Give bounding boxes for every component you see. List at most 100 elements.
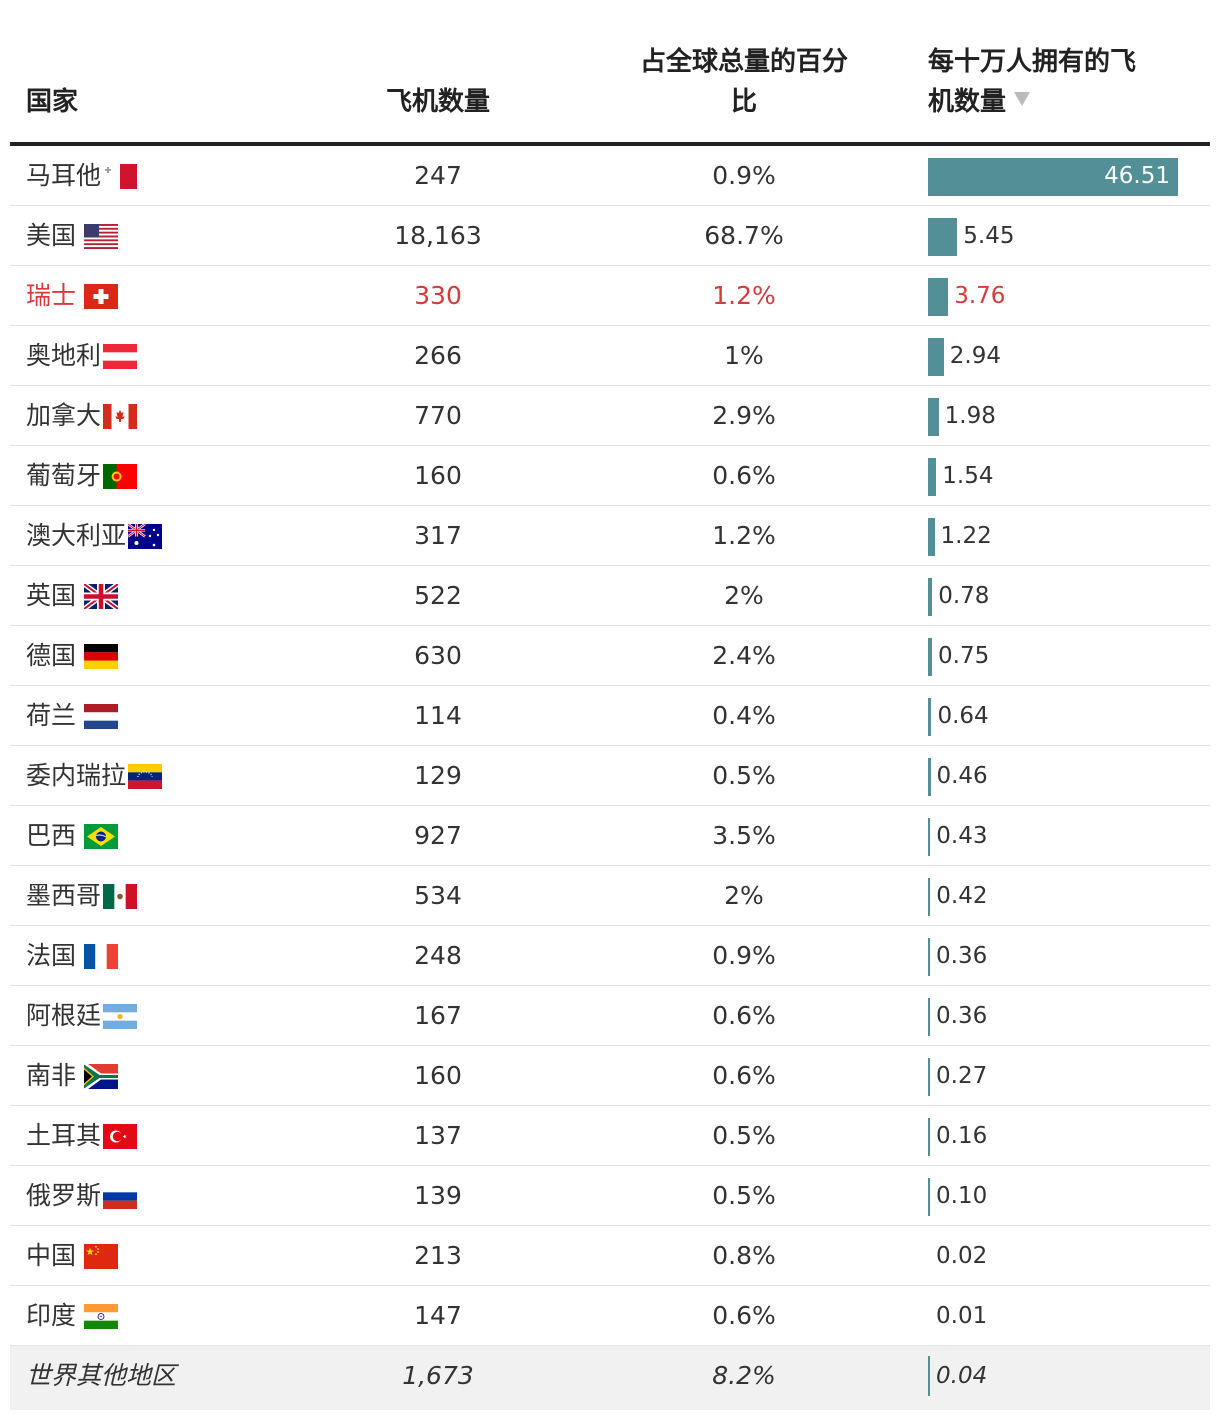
country-name: 中国 (26, 1241, 77, 1270)
table-row[interactable]: 澳大利亚 317 1.2% 1.22 (10, 506, 1210, 566)
global-share: 0.6% (712, 1001, 776, 1030)
table-row[interactable]: 美国 18,163 68.7% 5.45 (10, 206, 1210, 266)
aircraft-count: 147 (414, 1301, 462, 1330)
per-capita-value: 0.43 (936, 823, 988, 849)
per-capita-value: 0.36 (936, 943, 988, 969)
aircraft-count: 160 (414, 461, 462, 490)
global-share: 2.4% (712, 641, 776, 670)
global-share: 8.2% (712, 1361, 776, 1390)
country-cell: 德国 (26, 626, 119, 686)
table-row[interactable]: 瑞士 330 1.2% 3.76 (10, 266, 1210, 326)
per-capita-value: 0.27 (936, 1063, 988, 1089)
table-row[interactable]: 奥地利 266 1% 2.94 (10, 326, 1210, 386)
per-capita-cell: 0.16 (928, 1106, 1200, 1166)
aircraft-count: 522 (414, 581, 462, 610)
venezuela-flag-icon (128, 763, 163, 789)
global-share: 1.2% (712, 521, 776, 550)
table-row[interactable]: 中国 213 0.8% 0.02 (10, 1226, 1210, 1286)
global-share: 0.6% (712, 461, 776, 490)
header-share[interactable]: 占全球总量的百分 比 (624, 42, 864, 122)
aircraft-count: 139 (414, 1181, 462, 1210)
table-row[interactable]: 法国 248 0.9% 0.36 (10, 926, 1210, 986)
country-cell: 美国 (26, 206, 119, 266)
global-share: 2% (724, 881, 764, 910)
header-count[interactable]: 飞机数量 (385, 87, 490, 117)
per-capita-value: 0.01 (936, 1303, 988, 1329)
country-cell: 马耳他 (26, 146, 138, 206)
country-cell: 委内瑞拉 (26, 746, 163, 806)
table-row[interactable]: 英国 522 2% 0.78 (10, 566, 1210, 626)
header-percap-line1: 每十万人拥有的飞 (928, 47, 1137, 77)
per-capita-cell: 5.45 (928, 206, 1200, 266)
table-row[interactable]: 南非 160 0.6% 0.27 (10, 1046, 1210, 1106)
table-row[interactable]: 阿根廷 167 0.6% 0.36 (10, 986, 1210, 1046)
global-share: 0.9% (712, 941, 776, 970)
country-cell: 澳大利亚 (26, 506, 163, 566)
per-capita-value: 3.76 (954, 283, 1006, 309)
per-capita-bar (928, 878, 931, 916)
per-capita-cell: 0.02 (928, 1226, 1200, 1286)
global-share: 3.5% (712, 821, 776, 850)
per-capita-value: 1.22 (940, 523, 992, 549)
table-row[interactable]: 巴西 927 3.5% 0.43 (10, 806, 1210, 866)
table-row[interactable]: 俄罗斯 139 0.5% 0.10 (10, 1166, 1210, 1226)
table-row[interactable]: 马耳他 247 0.9% 46.51 (10, 146, 1210, 206)
per-capita-cell: 1.98 (928, 386, 1200, 446)
table-row[interactable]: 墨西哥 534 2% 0.42 (10, 866, 1210, 926)
global-share: 68.7% (704, 221, 784, 250)
sort-down-icon[interactable] (1014, 92, 1031, 106)
per-capita-bar (928, 278, 949, 316)
header-percap-line2: 机数量 (928, 82, 1168, 122)
table-row[interactable]: 印度 147 0.6% 0.01 (10, 1286, 1210, 1346)
global-share: 1.2% (712, 281, 776, 310)
per-capita-cell: 1.54 (928, 446, 1200, 506)
per-capita-value: 2.94 (949, 343, 1002, 369)
per-capita-bar (928, 998, 930, 1036)
per-capita-value: 0.75 (938, 643, 990, 669)
per-capita-bar (928, 578, 933, 616)
header-percap-line2-text: 机数量 (928, 87, 1007, 117)
table-row[interactable]: 委内瑞拉 129 0.5% 0.46 (10, 746, 1210, 806)
aircraft-count: 248 (414, 941, 462, 970)
table-row[interactable]: 荷兰 114 0.4% 0.64 (10, 686, 1210, 746)
aircraft-count: 266 (414, 341, 462, 370)
austria-flag-icon (103, 343, 138, 369)
per-capita-cell: 1.22 (928, 506, 1200, 566)
country-name: 委内瑞拉 (26, 761, 127, 790)
country-cell: 巴西 (26, 806, 119, 866)
table-row[interactable]: 加拿大 770 2.9% 1.98 (10, 386, 1210, 446)
south-africa-flag-icon (84, 1063, 119, 1089)
country-cell: 瑞士 (26, 266, 119, 326)
canada-flag-icon (103, 403, 138, 429)
aircraft-count: 927 (414, 821, 462, 850)
table-row[interactable]: 土耳其 137 0.5% 0.16 (10, 1106, 1210, 1166)
global-share: 1% (724, 341, 764, 370)
per-capita-value: 0.04 (936, 1363, 988, 1389)
aircraft-count: 129 (414, 761, 462, 790)
aircraft-count: 160 (414, 1061, 462, 1090)
per-capita-cell: 0.27 (928, 1046, 1200, 1106)
table-row[interactable]: 葡萄牙 160 0.6% 1.54 (10, 446, 1210, 506)
header-percap[interactable]: 每十万人拥有的飞 机数量 (928, 42, 1168, 122)
table-row[interactable]: 德国 630 2.4% 0.75 (10, 626, 1210, 686)
turkey-flag-icon (103, 1123, 138, 1149)
russia-flag-icon (103, 1183, 138, 1209)
rest-of-world-row[interactable]: 世界其他地区 1,673 8.2% 0.04 (10, 1346, 1210, 1410)
per-capita-cell: 0.04 (928, 1346, 1200, 1406)
aircraft-count: 137 (414, 1121, 462, 1150)
country-name: 奥地利 (26, 341, 102, 370)
per-capita-bar (928, 338, 944, 376)
netherlands-flag-icon (84, 703, 119, 729)
mexico-flag-icon (103, 883, 138, 909)
aircraft-count: 114 (414, 701, 462, 730)
header-country[interactable]: 国家 (26, 87, 79, 117)
country-name: 俄罗斯 (26, 1181, 102, 1210)
per-capita-bar (928, 518, 935, 556)
aircraft-count: 534 (414, 881, 462, 910)
per-capita-cell: 46.51 (928, 146, 1200, 206)
aircraft-count: 630 (414, 641, 462, 670)
per-capita-value: 0.78 (938, 583, 990, 609)
per-capita-cell: 0.42 (928, 866, 1200, 926)
global-share: 2% (724, 581, 764, 610)
country-cell: 奥地利 (26, 326, 138, 386)
